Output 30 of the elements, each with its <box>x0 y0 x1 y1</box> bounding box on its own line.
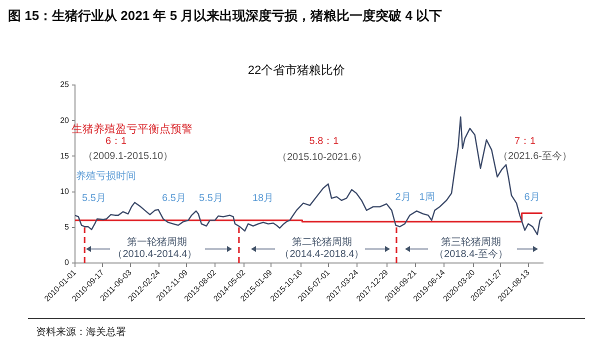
annotation: （2009.1-2015.10） <box>82 151 174 162</box>
annotation: （2021.6-至今） <box>498 151 572 162</box>
annotation: 养殖亏损时间 <box>76 171 136 182</box>
y-tick-label: 25 <box>60 80 70 90</box>
annotation: 2月 <box>395 192 411 203</box>
chart-title: 图 15：生猪行业从 2021 年 5 月以来出现深度亏损，猪粮比一度突破 4 以下 <box>8 8 442 23</box>
annotation: 第三轮猪周期 <box>441 237 501 248</box>
annotation: （2014.4-2018.4） <box>280 249 364 260</box>
y-tick-label: 0 <box>64 258 70 268</box>
annotation: 5.8：1 <box>309 136 339 147</box>
annotation: 6月 <box>524 192 540 203</box>
annotation: 第二轮猪周期 <box>292 237 352 248</box>
annotation: 6：1 <box>105 136 127 147</box>
y-tick-label: 10 <box>60 187 70 196</box>
chart-subtitle: 22个省市猪粮比价 <box>246 63 346 77</box>
annotation: 7：1 <box>514 136 536 147</box>
y-tick-label: 5 <box>64 222 70 232</box>
y-tick-label: 15 <box>60 151 70 160</box>
annotation: 5.5月 <box>199 193 223 204</box>
annotation: 1周 <box>419 192 435 203</box>
annotation: （2010.4-2014.4） <box>112 249 198 260</box>
text: 资料来源：海关总署 <box>36 327 126 338</box>
annotation: （2018.4-至今） <box>434 249 508 260</box>
annotation: 18月 <box>252 193 274 204</box>
annotation: 6.5月 <box>162 193 186 204</box>
annotation: 生猪养殖盈亏平衡点预警 <box>72 124 192 136</box>
annotation: 第一轮猪周期 <box>127 237 187 248</box>
annotation: （2015.10-2021.6） <box>276 152 368 163</box>
annotation: 5.5月 <box>82 193 106 204</box>
y-tick-label: 20 <box>60 116 70 125</box>
